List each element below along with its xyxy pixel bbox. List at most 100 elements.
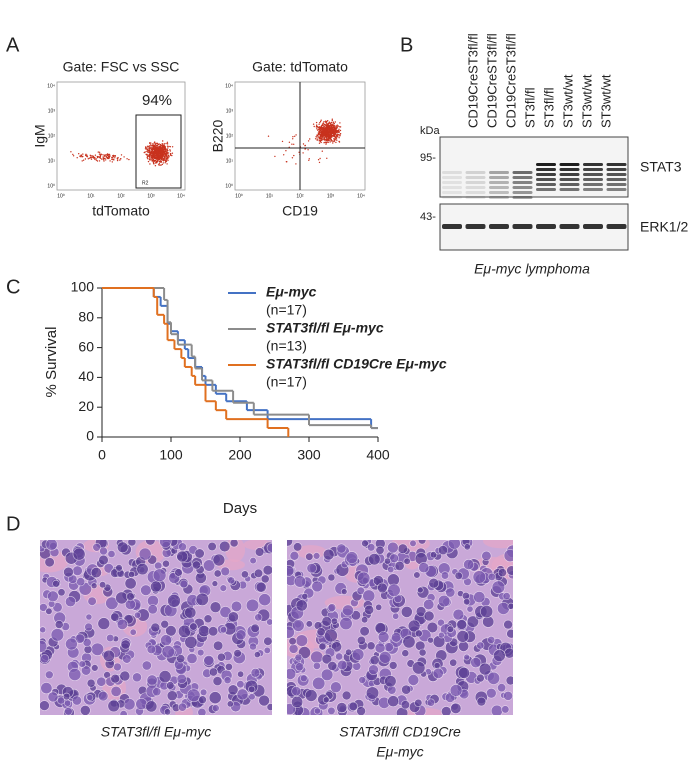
nucleus (497, 568, 507, 578)
nucleus (166, 681, 175, 690)
event-dot (325, 135, 328, 137)
nucleus (358, 676, 367, 684)
event-dot (293, 143, 295, 145)
nucleus (164, 708, 171, 715)
event-dot (150, 148, 153, 150)
nucleus (407, 674, 420, 686)
nucleus (324, 628, 338, 643)
event-dot (167, 154, 170, 156)
nucleus (359, 626, 370, 637)
event-dot (162, 140, 164, 142)
event-dot (128, 158, 130, 161)
event-dot (90, 155, 92, 157)
event-dot (164, 150, 166, 153)
band (465, 186, 486, 189)
nucleus (140, 584, 152, 596)
nucleus (506, 628, 513, 639)
nucleus (102, 649, 115, 663)
nucleus (292, 619, 305, 632)
nucleus (119, 670, 131, 682)
event-dot (160, 152, 163, 154)
x-tick-label: 10⁴ (177, 193, 185, 199)
nucleus (473, 591, 486, 604)
event-dot (152, 150, 155, 153)
nucleus (120, 639, 131, 650)
band (465, 224, 486, 229)
nucleus (147, 604, 158, 615)
band (536, 224, 556, 229)
nucleus (288, 643, 299, 654)
nucleus (236, 680, 245, 689)
lane-label: CD19CreST3fl/fl (484, 33, 499, 128)
nucleus (224, 662, 233, 671)
x-axis-label: Days (223, 500, 257, 517)
band (536, 173, 556, 176)
event-dot (162, 148, 164, 151)
event-dot (323, 132, 326, 135)
y-tick-label: 10¹ (48, 158, 56, 164)
event-dot (166, 152, 169, 154)
event-dot (153, 156, 155, 158)
nucleus (165, 625, 177, 637)
event-dot (164, 147, 166, 149)
event-dot (295, 134, 297, 136)
y-tick-label: 10⁴ (47, 83, 55, 89)
event-dot (321, 150, 323, 152)
event-dot (321, 123, 324, 125)
nucleus (366, 543, 376, 552)
event-dot (319, 122, 321, 124)
event-dot (161, 154, 164, 156)
unit: kDa (420, 125, 440, 137)
nucleus (74, 633, 85, 644)
event-dot (334, 133, 336, 136)
event-dot (292, 136, 294, 138)
nucleus (184, 606, 197, 619)
gate (135, 114, 182, 189)
band (559, 173, 580, 176)
event-dot (171, 152, 174, 154)
event-dot (146, 151, 149, 153)
event-dot (147, 160, 150, 163)
nucleus (132, 672, 142, 683)
event-dot (308, 158, 310, 160)
event-dot (112, 158, 115, 160)
event-dot (158, 157, 161, 159)
nucleus (362, 589, 376, 603)
event-dot (339, 122, 341, 124)
event-dot (157, 143, 160, 146)
event-dot (331, 140, 333, 142)
nucleus (417, 540, 427, 545)
nucleus (230, 600, 243, 613)
event-dot (157, 146, 159, 148)
event-dot (151, 156, 154, 158)
event-dot (323, 139, 325, 141)
event-dot (318, 123, 320, 126)
nucleus (249, 556, 257, 565)
event-dot (327, 139, 329, 141)
event-dot (331, 126, 333, 128)
x-tick-label: 300 (297, 447, 321, 463)
nucleus (87, 596, 97, 606)
event-dot (155, 144, 157, 146)
event-dot (327, 122, 329, 125)
event-dot (326, 128, 328, 131)
band (559, 168, 580, 171)
nucleus (472, 570, 486, 584)
event-dot (325, 139, 328, 141)
nucleus (194, 548, 205, 559)
x-axis-label: tdTomato (92, 203, 150, 219)
nucleus (480, 605, 494, 619)
image-caption: Eμ-myc (376, 744, 423, 760)
event-dot (103, 160, 105, 162)
band (606, 188, 627, 191)
event-dot (337, 135, 339, 138)
nucleus (90, 582, 98, 590)
nucleus (412, 661, 426, 675)
event-dot (328, 121, 331, 123)
nucleus (288, 637, 297, 646)
nucleus (454, 571, 463, 580)
nucleus (116, 618, 128, 631)
y-tick-label: 40 (78, 368, 94, 384)
nucleus (213, 640, 224, 651)
event-dot (316, 134, 319, 137)
